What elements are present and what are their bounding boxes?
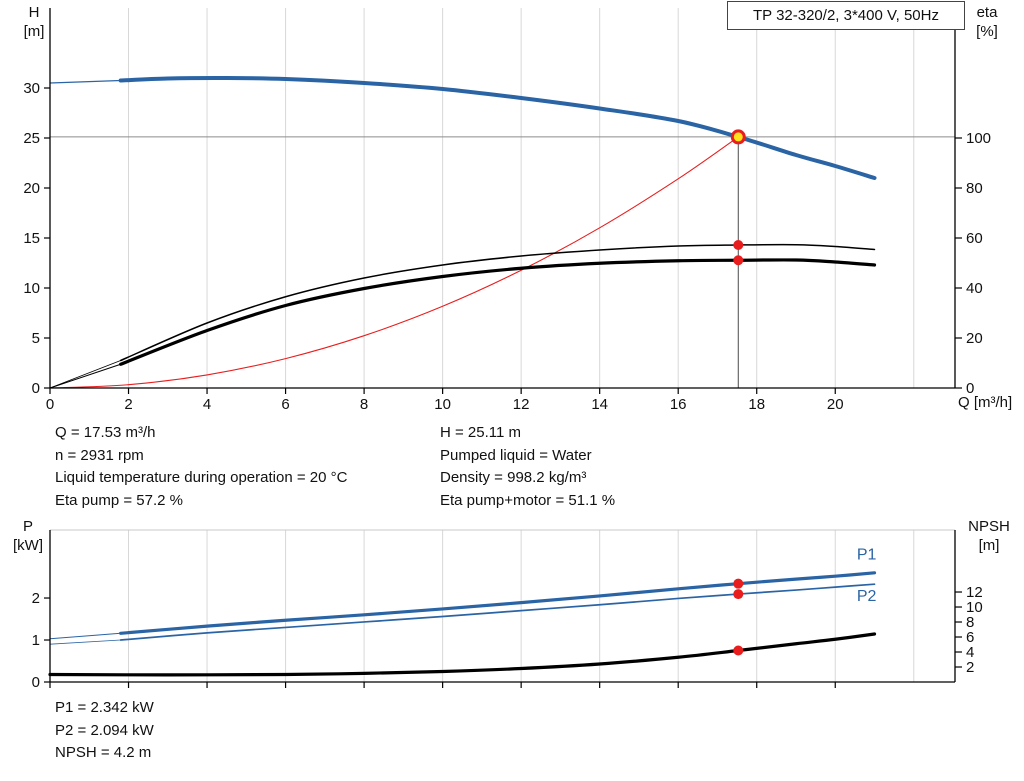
- npsh-axis-unit: [m]: [978, 537, 1000, 554]
- npsh-axis-title: NPSH [m]: [962, 517, 1016, 555]
- p1-curve-lead: [49, 632, 122, 640]
- upper-chart-x-tick-label: 0: [46, 396, 54, 413]
- lower-chart-left-tick-label: 1: [32, 632, 40, 649]
- eta-pump-motor-lead: [49, 363, 122, 389]
- h-axis-symbol: H: [28, 4, 40, 21]
- upper-chart-x-tick-label: 18: [748, 396, 765, 413]
- lower-chart-right-tick-label: 6: [966, 629, 974, 646]
- h-curve: [118, 75, 877, 180]
- info-flow: Q = 17.53 m³/h: [55, 424, 156, 441]
- info-panel-right: H = 25.11 m Pumped liquid = Water Densit…: [440, 422, 615, 512]
- upper-chart-left-tick-label: 25: [23, 130, 40, 147]
- series-label-P2: P2: [857, 588, 877, 605]
- eta-pump-point: [733, 240, 744, 250]
- eta-pump-motor-curve: [119, 258, 877, 366]
- q-axis-title: Q [m³/h]: [958, 394, 1013, 411]
- upper-chart-left-tick-label: 5: [32, 330, 40, 347]
- eta-axis-title: eta [%]: [965, 3, 1009, 41]
- info-eta-pump-motor: Eta pump+motor = 51.1 %: [440, 491, 616, 509]
- lower-chart-left-tick-label: 2: [32, 590, 40, 607]
- pump-type-label: TP 32-320/2, 3*400 V, 50Hz: [753, 7, 939, 24]
- lower-chart-left-tick-label: 0: [32, 674, 40, 691]
- info-liquid-temperature: Liquid temperature during operation = 20…: [55, 469, 348, 486]
- npsh-axis-symbol: NPSH: [968, 518, 1010, 535]
- upper-chart-x-tick-label: 12: [513, 396, 530, 413]
- upper-chart-x-tick-label: 2: [124, 396, 132, 413]
- lower-chart-right-tick-label: 10: [966, 599, 983, 616]
- npsh-curve: [48, 632, 877, 677]
- h-axis-unit: [m]: [23, 23, 45, 40]
- upper-chart-x-tick-label: 4: [203, 396, 211, 413]
- eta-pump-lead: [49, 360, 122, 389]
- upper-chart-x-tick-label: 10: [434, 396, 451, 413]
- p-axis-symbol: P: [22, 518, 33, 535]
- info-eta-pump: Eta pump = 57.2 %: [55, 491, 183, 509]
- info-pumped-liquid: Pumped liquid = Water: [440, 446, 592, 464]
- lower-chart-right-tick-label: 2: [966, 659, 974, 676]
- results-panel: P1 = 2.342 kW P2 = 2.094 kW NPSH = 4.2 m: [55, 697, 154, 765]
- p2-point: [733, 589, 744, 600]
- info-head: H = 25.11 m: [440, 424, 522, 441]
- upper-chart-right-tick-label: 0: [966, 380, 974, 397]
- eta-pump-motor-point: [733, 255, 744, 266]
- npsh-point: [733, 645, 744, 656]
- result-p2: P2 = 2.094 kW: [55, 721, 154, 739]
- eta-axis-unit: [%]: [976, 23, 998, 40]
- upper-chart-x-tick-label: 20: [827, 396, 844, 413]
- pump-type-box: TP 32-320/2, 3*400 V, 50Hz: [727, 1, 965, 30]
- upper-chart-left-tick-label: 10: [23, 280, 40, 297]
- p2-curve: [119, 583, 876, 641]
- p1-curve: [119, 571, 877, 635]
- h-axis-title: H [m]: [14, 3, 54, 41]
- upper-chart-x-tick-label: 6: [281, 396, 289, 413]
- info-panel-left: Q = 17.53 m³/h n = 2931 rpm Liquid tempe…: [55, 422, 347, 512]
- p1-point: [733, 578, 744, 589]
- upper-chart-x-tick-label: 8: [360, 396, 368, 413]
- upper-chart-right-tick-label: 20: [966, 330, 983, 347]
- eta-pump-curve: [119, 243, 876, 362]
- upper-chart-x-tick-label: 14: [591, 396, 608, 413]
- info-speed: n = 2931 rpm: [55, 446, 144, 464]
- upper-chart-left-tick-label: 15: [23, 230, 40, 247]
- result-npsh: NPSH = 4.2 m: [55, 744, 152, 761]
- p2-curve-lead: [49, 639, 122, 645]
- upper-chart-right-tick-label: 80: [966, 180, 983, 197]
- system-curve: [49, 136, 739, 389]
- upper-chart-left-tick-label: 30: [23, 80, 40, 97]
- lower-chart-right-tick-label: 12: [966, 584, 983, 601]
- p-axis-unit: [kW]: [13, 537, 43, 554]
- duty-point: [730, 129, 746, 145]
- p-axis-title: P [kW]: [6, 517, 50, 555]
- upper-chart-right-tick-label: 100: [966, 130, 991, 147]
- eta-axis-symbol: eta: [976, 4, 998, 21]
- series-label-P1: P1: [857, 546, 877, 563]
- upper-chart-x-tick-label: 16: [670, 396, 687, 413]
- result-p1: P1 = 2.342 kW: [55, 699, 154, 716]
- upper-chart-left-tick-label: 20: [23, 180, 40, 197]
- upper-chart-right-tick-label: 60: [966, 230, 983, 247]
- info-density: Density = 998.2 kg/m³: [440, 469, 587, 486]
- upper-chart-right-tick-label: 40: [966, 280, 983, 297]
- h-curve-lead: [49, 79, 122, 84]
- lower-chart-right-tick-label: 4: [966, 644, 974, 661]
- lower-chart-right-tick-label: 8: [966, 614, 974, 631]
- upper-chart-left-tick-label: 0: [32, 380, 40, 397]
